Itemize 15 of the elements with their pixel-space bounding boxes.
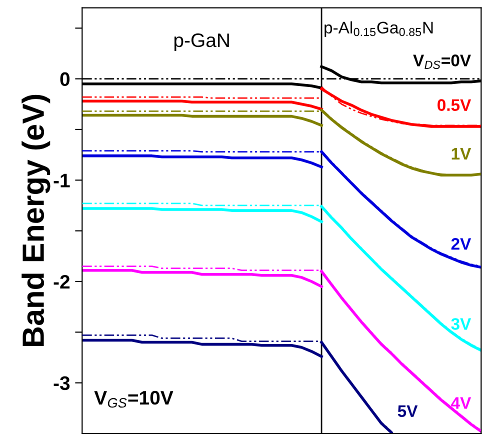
- annotation: p-Al$_{0.15}$Ga$_{0.85}$N: [324, 21, 433, 37]
- series-label: 0.5V: [438, 99, 472, 111]
- y-tick-label: 0: [60, 72, 70, 86]
- y-tick-label: -2: [54, 274, 70, 289]
- y-axis-title: Band Energy (eV): [22, 94, 50, 346]
- annotation: p-GaN: [174, 33, 229, 51]
- series-label: 4V: [451, 397, 472, 409]
- series-label: 3V: [451, 318, 472, 330]
- annotation: V$_{GS}$=10V: [94, 390, 174, 408]
- series-label: 2V: [451, 238, 472, 250]
- series-label: V$_{DS}$=0V: [413, 54, 471, 69]
- series-label: 1V: [452, 148, 472, 160]
- series-label: 5V: [398, 405, 418, 418]
- y-tick-label: -1: [54, 174, 70, 188]
- y-tick-label: -3: [54, 376, 70, 390]
